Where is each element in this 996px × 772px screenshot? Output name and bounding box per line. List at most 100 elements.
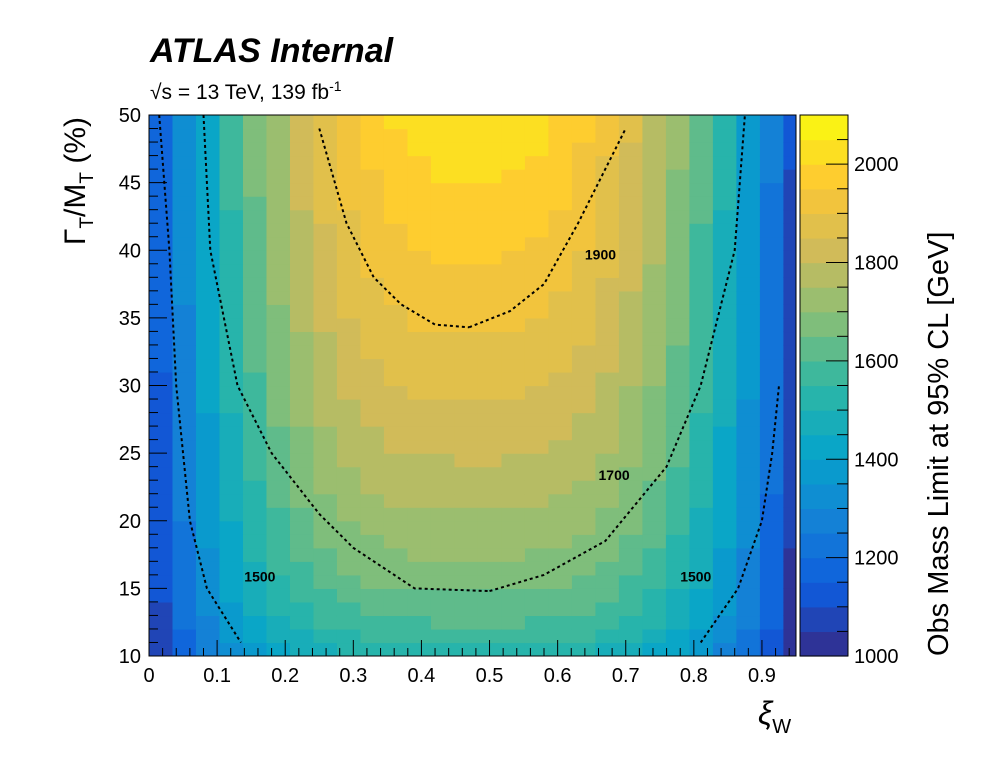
heatmap-cell: [736, 466, 761, 481]
heatmap-cell: [759, 128, 784, 143]
heatmap-cell: [454, 304, 479, 319]
heatmap-cell: [407, 250, 432, 265]
heatmap-cell: [689, 155, 714, 170]
heatmap-cell: [618, 371, 644, 387]
heatmap-cell: [242, 344, 268, 360]
heatmap-cell: [242, 182, 268, 197]
heatmap-cell: [524, 547, 550, 562]
heatmap-cell: [524, 142, 550, 157]
contour-labels: 1500 1500 1700 1900: [244, 247, 711, 585]
heatmap-cell: [595, 412, 620, 427]
heatmap-cell: [712, 534, 738, 549]
heatmap-cell: [712, 628, 738, 644]
x-axis-label: ξW: [758, 695, 791, 738]
heatmap-cell: [454, 426, 479, 441]
heatmap-cell: [501, 412, 526, 427]
heatmap-cell: [360, 304, 385, 319]
heatmap-cell: [665, 385, 691, 400]
heatmap-cell: [195, 155, 221, 170]
heatmap-cell: [501, 128, 526, 143]
heatmap-cell: [642, 223, 667, 238]
heatmap-cell: [266, 304, 291, 319]
heatmap-cell: [219, 128, 244, 143]
heatmap-cell: [524, 466, 550, 481]
heatmap-cell: [524, 115, 550, 130]
heatmap-cell: [149, 453, 174, 468]
heatmap-cell: [336, 209, 362, 224]
heatmap-cell: [783, 182, 796, 197]
heatmap-cell: [219, 534, 244, 549]
heatmap-cell: [407, 142, 432, 157]
heatmap-cell: [548, 601, 573, 617]
heatmap-cell: [736, 371, 761, 387]
heatmap-cell: [336, 358, 362, 373]
heatmap-cell: [665, 331, 691, 346]
heatmap-cell: [407, 277, 432, 292]
heatmap-cell: [618, 534, 644, 549]
heatmap-cell: [266, 453, 291, 468]
heatmap-cell: [665, 236, 691, 251]
heatmap-cell: [595, 399, 620, 414]
heatmap-cell: [219, 317, 244, 333]
heatmap-cell: [266, 480, 291, 495]
heatmap-cell: [172, 209, 197, 224]
heatmap-cell: [477, 453, 503, 468]
color-bar-band: [800, 213, 848, 239]
heatmap-cell: [313, 182, 338, 197]
heatmap-cell: [336, 520, 362, 535]
heatmap-cell: [172, 290, 197, 305]
heatmap-cell: [360, 142, 385, 157]
contour-line-1500-left: [158, 115, 242, 644]
heatmap-cell: [477, 344, 503, 360]
heatmap-cell: [313, 344, 338, 360]
heatmap-cell: [266, 412, 291, 427]
heatmap-cell: [383, 480, 409, 495]
heatmap-cell: [783, 412, 796, 427]
heatmap-cell: [407, 128, 432, 143]
heatmap-cell: [266, 628, 291, 644]
heatmap-cell: [665, 520, 691, 535]
heatmap-cell: [383, 385, 409, 400]
heatmap-cell: [595, 196, 620, 211]
heatmap-cell: [524, 534, 550, 549]
heatmap-cell: [219, 358, 244, 373]
heatmap-cell: [149, 209, 174, 224]
heatmap-cell: [313, 615, 338, 630]
heatmap-cell: [336, 493, 362, 508]
heatmap-cell: [759, 155, 784, 170]
heatmap-cell: [149, 574, 174, 589]
heatmap-cell: [172, 412, 197, 427]
contour-line-1700-right: [489, 115, 746, 593]
heatmap-cell: [172, 277, 197, 292]
heatmap-cell: [219, 480, 244, 495]
heatmap-cell: [736, 236, 761, 251]
y-tick-label: 45: [119, 173, 141, 195]
heatmap-cell: [783, 209, 796, 224]
heatmap-cell: [149, 290, 174, 305]
heatmap-cell: [219, 466, 244, 481]
heatmap-cell: [618, 182, 644, 197]
heatmap-cell: [501, 547, 526, 562]
heatmap-cell: [665, 290, 691, 305]
heatmap-cell: [336, 412, 362, 427]
heatmap-cell: [336, 142, 362, 157]
heatmap-cell: [219, 155, 244, 170]
heatmap-cell: [383, 547, 409, 562]
heatmap-cell: [195, 561, 221, 576]
heatmap-cell: [383, 493, 409, 508]
heatmap-cell: [548, 169, 573, 184]
heatmap-cell: [642, 466, 667, 481]
heatmap-cell: [618, 115, 644, 130]
heatmap-cell: [336, 507, 362, 522]
heatmap-cell: [689, 169, 714, 184]
heatmap-cell: [149, 426, 174, 441]
heatmap-cell: [571, 223, 597, 238]
heatmap-cell: [430, 196, 456, 211]
heatmap-cell: [665, 371, 691, 387]
subtitle-text: = 13 TeV, 139 fb: [172, 81, 329, 104]
heatmap-cell: [477, 466, 503, 481]
heatmap-cell: [360, 520, 385, 535]
heatmap-cell: [548, 453, 573, 468]
heatmap-cell: [712, 290, 738, 305]
heatmap-cell: [289, 331, 315, 346]
